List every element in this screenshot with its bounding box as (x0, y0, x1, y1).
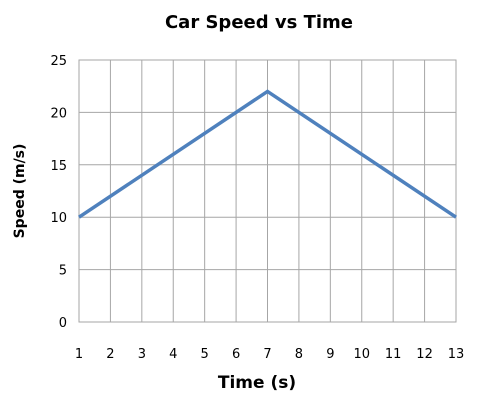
x-axis-ticks: 1 2 3 4 5 6 7 8 9 10 11 12 13 (75, 347, 464, 362)
grid (78, 59, 457, 323)
x-tick-label: 7 (263, 347, 271, 362)
y-axis-ticks: 0 5 10 15 20 25 (50, 54, 67, 331)
y-tick-label: 25 (50, 54, 67, 69)
x-tick-label: 10 (353, 347, 370, 362)
x-tick-label: 11 (385, 347, 402, 362)
x-tick-label: 5 (201, 347, 209, 362)
x-tick-label: 4 (169, 347, 177, 362)
series-line (78, 89, 457, 219)
y-tick-label: 10 (50, 211, 67, 226)
y-tick-label: 0 (59, 316, 67, 331)
x-axis-label: Time (s) (218, 373, 296, 393)
x-tick-label: 2 (106, 347, 114, 362)
x-tick-label: 9 (326, 347, 334, 362)
x-tick-label: 12 (416, 347, 433, 362)
y-tick-label: 20 (50, 106, 67, 121)
x-tick-label: 1 (75, 347, 83, 362)
x-tick-label: 8 (295, 347, 303, 362)
y-tick-label: 5 (59, 264, 67, 279)
plot-area-border (78, 59, 457, 323)
x-tick-label: 6 (232, 347, 240, 362)
x-tick-label: 13 (448, 347, 465, 362)
series-group (78, 89, 457, 219)
y-tick-label: 15 (50, 159, 67, 174)
y-axis-label: Speed (m/s) (12, 144, 28, 239)
chart-title: Car Speed vs Time (165, 12, 353, 33)
x-tick-label: 3 (138, 347, 146, 362)
